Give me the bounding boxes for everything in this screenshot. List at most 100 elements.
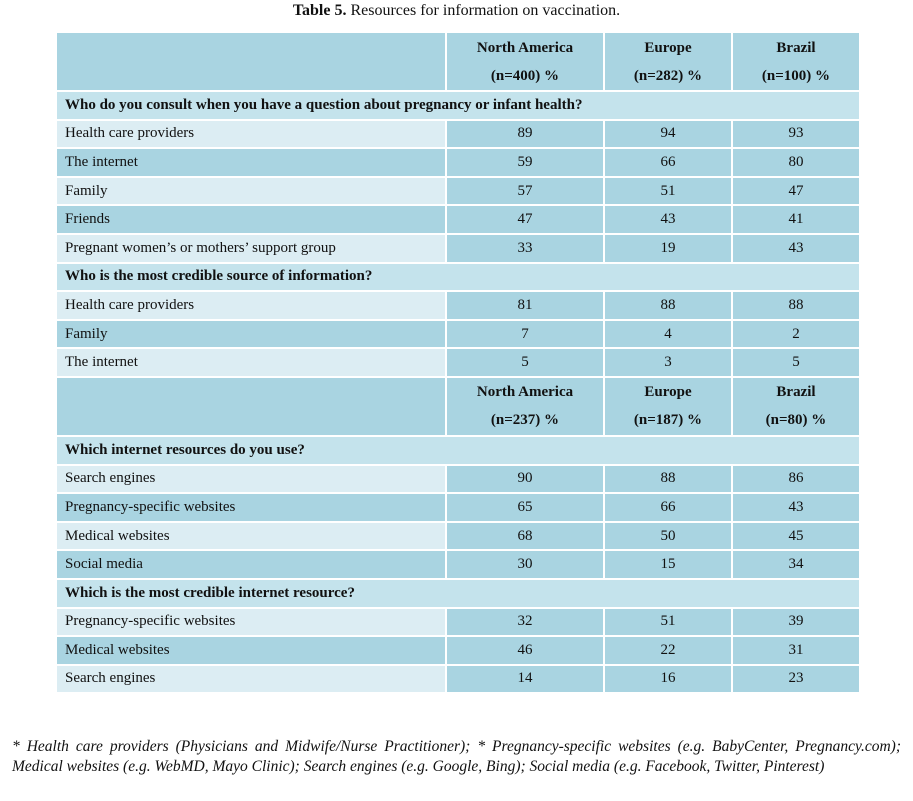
value-cell: 88 [731, 290, 861, 321]
value-cell: 57 [445, 175, 605, 207]
data-row: Health care providers 89 94 93 [55, 118, 861, 150]
data-row: Medical websites 68 50 45 [55, 520, 861, 552]
value-cell: 81 [445, 290, 605, 321]
column-name: Europe [644, 39, 692, 56]
column-n: (n=80) % [765, 412, 827, 429]
value-cell: 32 [445, 606, 605, 638]
value-cell: 47 [445, 204, 605, 235]
value-cell: 43 [731, 492, 861, 523]
value-cell: 50 [603, 520, 733, 552]
row-label: Health care providers [55, 290, 447, 321]
row-label: Friends [55, 204, 447, 235]
value-cell: 94 [603, 118, 733, 150]
column-n: (n=237) % [490, 412, 560, 429]
value-cell: 41 [731, 204, 861, 235]
header-row: North America (n=237) % Europe (n=187) % Bra… [55, 375, 861, 437]
value-cell: 80 [731, 147, 861, 178]
header-row: North America (n=400) % Europe (n=282) % Bra… [55, 31, 861, 92]
row-label: The internet [55, 147, 447, 178]
value-cell: 89 [445, 118, 605, 150]
header-cell: North America (n=237) % [445, 375, 605, 437]
value-cell: 66 [603, 492, 733, 523]
value-cell: 33 [445, 232, 605, 264]
column-n: (n=100) % [761, 67, 831, 84]
value-cell: 68 [445, 520, 605, 552]
value-cell: 47 [731, 175, 861, 207]
value-cell: 65 [445, 492, 605, 523]
data-row: The internet 59 66 80 [55, 147, 861, 178]
value-cell: 22 [603, 635, 733, 666]
header-cell [55, 375, 447, 437]
value-cell: 31 [731, 635, 861, 666]
data-row: Friends 47 43 41 [55, 204, 861, 235]
data-row: The internet 5 3 5 [55, 347, 861, 378]
column-name: Brazil [776, 39, 816, 56]
data-row: Pregnancy-specific websites 65 66 43 [55, 492, 861, 523]
value-cell: 5 [731, 347, 861, 378]
value-cell: 88 [603, 463, 733, 495]
row-label: Pregnant women’s or mothers’ support gro… [55, 232, 447, 264]
question: Who do you consult when you have a quest… [55, 90, 861, 121]
question-row: Who do you consult when you have a quest… [55, 90, 861, 121]
header-cell: Europe (n=282) % [603, 31, 733, 92]
row-label: Pregnancy-specific websites [55, 492, 447, 523]
question-row: Who is the most credible source of infor… [55, 261, 861, 293]
value-cell: 51 [603, 175, 733, 207]
value-cell: 93 [731, 118, 861, 150]
value-cell: 16 [603, 663, 733, 695]
value-cell: 45 [731, 520, 861, 552]
value-cell: 14 [445, 663, 605, 695]
data-row: Pregnancy-specific websites 32 51 39 [55, 606, 861, 638]
value-cell: 5 [445, 347, 605, 378]
header-cell: North America (n=400) % [445, 31, 605, 92]
value-cell: 7 [445, 318, 605, 350]
row-label: Search engines [55, 463, 447, 495]
value-cell: 4 [603, 318, 733, 350]
value-cell: 66 [603, 147, 733, 178]
row-label: The internet [55, 347, 447, 378]
value-cell: 43 [603, 204, 733, 235]
question: Which is the most credible internet reso… [55, 577, 861, 609]
row-label: Medical websites [55, 635, 447, 666]
data-row: Pregnant women’s or mothers’ support gro… [55, 232, 861, 264]
column-name: North America [476, 39, 574, 56]
column-n: (n=400) % [490, 67, 560, 84]
data-row: Health care providers 81 88 88 [55, 290, 861, 321]
question: Who is the most credible source of infor… [55, 261, 861, 293]
header-cell: Europe (n=187) % [603, 375, 733, 437]
data-row: Family 7 4 2 [55, 318, 861, 350]
column-n: (n=282) % [633, 67, 703, 84]
column-n: (n=187) % [633, 412, 703, 429]
header-cell: Brazil (n=100) % [731, 31, 861, 92]
header-cell: Brazil (n=80) % [731, 375, 861, 437]
value-cell: 43 [731, 232, 861, 264]
column-name: Europe [644, 384, 692, 401]
value-cell: 51 [603, 606, 733, 638]
value-cell: 39 [731, 606, 861, 638]
row-label: Pregnancy-specific websites [55, 606, 447, 638]
data-row: Social media 30 15 34 [55, 549, 861, 580]
value-cell: 86 [731, 463, 861, 495]
caption-label: Table 5. [292, 2, 347, 19]
table: North America (n=400) % Europe (n=282) % Bra… [55, 31, 861, 695]
value-cell: 23 [731, 663, 861, 695]
column-name: North America [476, 384, 574, 401]
value-cell: 46 [445, 635, 605, 666]
caption-text: Resources for information on vaccination… [350, 2, 621, 19]
row-label: Medical websites [55, 520, 447, 552]
value-cell: 34 [731, 549, 861, 580]
question-row: Which internet resources do you use? [55, 434, 861, 466]
value-cell: 88 [603, 290, 733, 321]
row-label: Health care providers [55, 118, 447, 150]
data-row: Search engines 90 88 86 [55, 463, 861, 495]
row-label: Family [55, 175, 447, 207]
value-cell: 15 [603, 549, 733, 580]
header-cell [55, 31, 447, 92]
value-cell: 2 [731, 318, 861, 350]
data-row: Search engines 14 16 23 [55, 663, 861, 695]
row-label: Search engines [55, 663, 447, 695]
column-name: Brazil [776, 384, 816, 401]
row-label: Social media [55, 549, 447, 580]
value-cell: 30 [445, 549, 605, 580]
